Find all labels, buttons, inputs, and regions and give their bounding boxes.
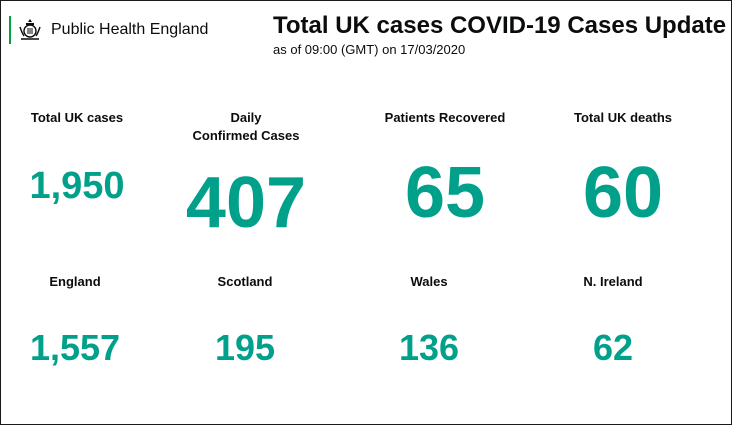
stat-value: 1,557 <box>29 327 121 368</box>
stat-value: 407 <box>185 163 307 243</box>
page-title: Total UK cases COVID-19 Cases Update <box>273 12 727 39</box>
stat-total-uk-deaths: Total UK deaths 60 <box>561 109 685 229</box>
stat-patients-recovered: Patients Recovered 65 <box>363 109 527 229</box>
stat-scotland: Scotland 195 <box>185 273 305 369</box>
phe-logo: Public Health England <box>9 15 208 45</box>
stat-wales: Wales 136 <box>369 273 489 369</box>
stat-label: Total UK deaths <box>574 110 672 125</box>
stat-total-uk-cases: Total UK cases 1,950 <box>17 109 137 208</box>
stat-value: 60 <box>582 153 664 233</box>
stat-england: England 1,557 <box>15 273 135 369</box>
page-subtitle: as of 09:00 (GMT) on 17/03/2020 <box>273 42 466 57</box>
stat-value: 65 <box>404 153 486 233</box>
stat-label: Wales <box>410 274 448 289</box>
stat-label: Scotland <box>217 274 273 289</box>
stat-value: 62 <box>592 327 634 368</box>
org-name: Public Health England <box>51 21 209 38</box>
header: Public Health England Total UK cases COV… <box>1 1 731 61</box>
stat-label-line2: Confirmed Cases <box>192 128 300 143</box>
stat-label-line1: Daily <box>230 110 262 125</box>
stat-value: 195 <box>214 327 276 368</box>
logo-accent-bar <box>9 16 11 44</box>
stat-daily-confirmed-cases: Daily Confirmed Cases 407 <box>171 109 321 239</box>
stat-label: N. Ireland <box>583 274 643 289</box>
stat-label: England <box>49 274 101 289</box>
stat-value: 1,950 <box>29 165 125 207</box>
stat-value: 136 <box>398 327 460 368</box>
stat-label: Patients Recovered <box>384 110 506 125</box>
royal-crest-icon <box>19 19 41 40</box>
stat-label: Total UK cases <box>30 110 124 125</box>
stat-n-ireland: N. Ireland 62 <box>553 273 673 369</box>
